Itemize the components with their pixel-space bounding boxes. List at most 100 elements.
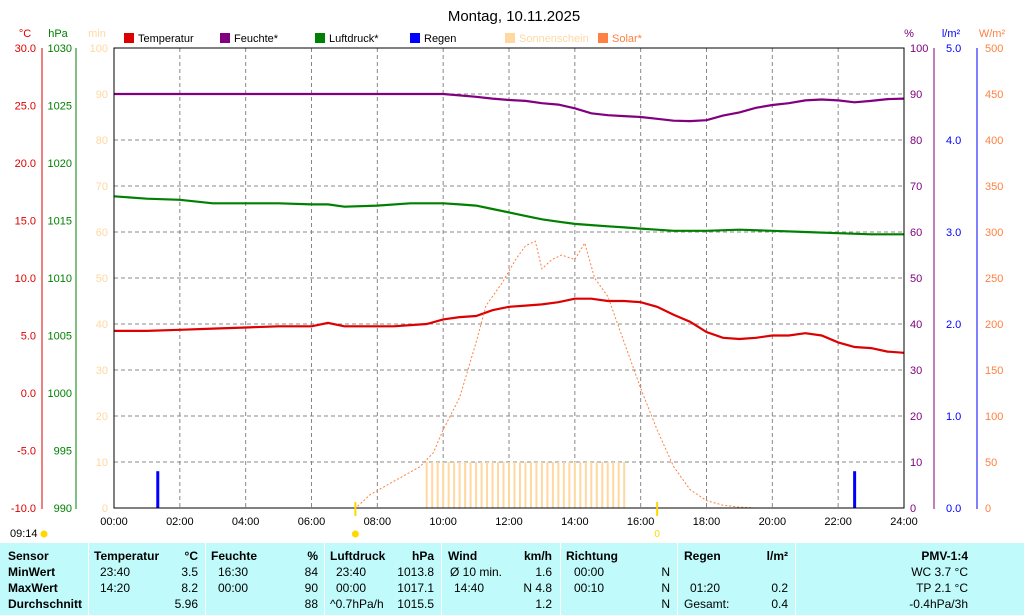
series-line-hum [114,92,905,123]
pressure-tick-label: 1015 [48,216,72,228]
solar-tick-label: 200 [985,319,1003,331]
stats-header-hum-unit: % [307,549,318,563]
stats-max-hum: 90 [304,581,318,595]
stats-avg-press-trend: ^0.7hPa/h [330,597,384,611]
humidity-tick-label: 40 [910,319,922,331]
stats-max-press-time: 00:00 [336,581,367,595]
stats-min-temp: 3.5 [181,565,198,579]
plot-frame [113,47,905,509]
x-tick-label: 14:00 [561,516,589,528]
x-tick-label: 04:00 [232,516,260,528]
temp-tick-label: 0.0 [21,388,36,400]
x-tick-label: 24:00 [890,516,918,528]
minutes-tick-label: 20 [96,411,108,423]
x-tick-label: 08:00 [364,516,392,528]
pressure-tick-label: 1010 [48,273,72,285]
humidity-tick-label: 80 [910,135,922,147]
stats-header-sensor: Sensor [8,549,49,563]
stats-max-rain-time: 01:20 [690,581,721,595]
humidity-tick-label: 20 [910,411,922,423]
legend-swatch [410,33,420,43]
chart-title: Montag, 10.11.2025 [448,8,580,25]
stats-header-dir: Richtung [566,549,618,563]
series-line-pressure [113,195,904,236]
pressure-unit: hPa [48,28,68,40]
legend-label: Temperatur [138,33,194,45]
humidity-tick-label: 70 [910,181,922,193]
rain-tick-label: 1.0 [946,411,961,423]
stats-max-wind-time: 14:40 [454,581,485,595]
solar-tick-label: 150 [985,365,1003,377]
legend-swatch [124,33,134,43]
minutes-tick-label: 70 [96,181,108,193]
legend-label: Solar* [612,33,643,45]
temp-tick-label: -5.0 [17,446,36,458]
minutes-unit: min [88,28,106,40]
legend-swatch [505,33,515,43]
stats-header-pmv: PMV-1:4 [921,549,968,563]
stats-avg-label: Durchschnitt [8,597,83,611]
minutes-tick-label: 50 [96,273,108,285]
stats-header-hum: Feuchte [211,549,258,563]
humidity-tick-label: 10 [910,457,922,469]
legend-label: Feuchte* [234,33,279,45]
humidity-tick-label: 60 [910,227,922,239]
pressure-tick-label: 1000 [48,388,72,400]
stats-min-dir: N [661,565,670,579]
series-line-solar [357,240,756,509]
sun-times: 0 [351,502,660,540]
stats-min-press: 1013.8 [397,565,434,579]
grid [114,48,904,508]
rain-unit: l/m² [942,28,961,40]
current-time-label: 09:14 [10,528,38,540]
humidity-tick-label: 90 [910,89,922,101]
humidity-tick-label: 50 [910,273,922,285]
legend-label: Luftdruck* [329,33,379,45]
solar-tick-label: 0 [985,503,991,515]
sunset-label: 0 [654,529,660,540]
stats-max-label: MaxWert [8,581,58,595]
stats-max-hum-time: 00:00 [218,581,249,595]
stats-min-label: MinWert [8,565,56,579]
stats-min-pmv: WC 3.7 °C [911,565,968,579]
stats-header-press: Luftdruck [330,549,386,563]
stats-max-temp: 8.2 [181,581,198,595]
sunset-marker [656,502,659,516]
stats-avg-wind: 1.2 [535,597,552,611]
current-time-marker [40,530,48,538]
stats-avg-rain-label: Gesamt: [684,597,730,611]
x-tick-label: 20:00 [759,516,787,528]
rain-tick-label: 2.0 [946,319,961,331]
solar-unit: W/m² [979,28,1006,40]
minutes-tick-label: 80 [96,135,108,147]
humidity-tick-label: 100 [910,43,928,55]
stats-min-hum: 84 [304,565,318,579]
series-lines [113,92,905,509]
x-tick-label: 10:00 [429,516,457,528]
stats-max-rain: 0.2 [771,581,788,595]
bars [156,462,857,508]
stats-header-wind-unit: km/h [523,549,552,563]
pressure-tick-label: 1005 [48,331,72,343]
x-tick-label: 06:00 [298,516,326,528]
solar-tick-label: 50 [985,457,997,469]
minutes-tick-label: 10 [96,457,108,469]
legend-swatch [315,33,325,43]
temp-tick-label: 20.0 [15,158,36,170]
stats-max-wind: N 4.8 [523,581,552,595]
humidity-tick-label: 30 [910,365,922,377]
stats-min-dir-time: 00:00 [574,565,605,579]
legend-label: Sonnenschein [519,33,589,45]
stats-header-temp-unit: °C [184,549,198,563]
stats-header-rain: Regen [684,549,721,563]
solar-tick-label: 300 [985,227,1003,239]
solar-tick-label: 500 [985,43,1003,55]
axis-ticks: -10.0 -5.0 0.0 5.0 10.0 15.0 20.0 25.0 30.0 990 99… [11,43,1003,528]
stats-max-dir-time: 00:10 [574,581,605,595]
temp-tick-label: 15.0 [15,216,36,228]
stats-header-wind: Wind [448,549,478,563]
weather-chart: Montag, 10.11.2025 °C hPa min % l/m² W/m… [10,8,1006,540]
pressure-tick-label: 1025 [48,101,72,113]
temp-tick-label: 10.0 [15,273,36,285]
humidity-unit: % [904,28,914,40]
